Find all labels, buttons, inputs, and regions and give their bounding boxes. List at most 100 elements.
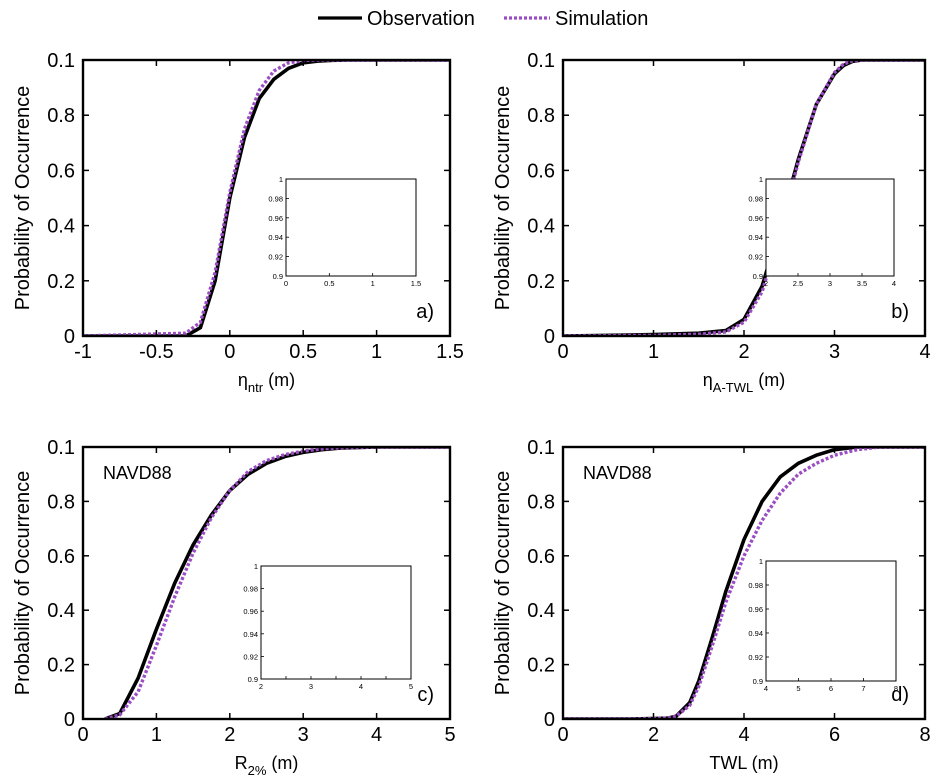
x-tick-label: 2 bbox=[648, 724, 659, 746]
panel-label: d) bbox=[891, 684, 909, 706]
x-tick-label: 1 bbox=[151, 724, 162, 746]
y-tick-label: 0.6 bbox=[527, 160, 555, 182]
inset-x-tick-label: 2.5 bbox=[793, 279, 803, 288]
chart-panel-1: -1 -0.5 0 0.5 1 1.5 0 0.2 0.4 0.6 0.8 0.1 Probabilit… bbox=[12, 50, 464, 395]
panel-label: b) bbox=[891, 301, 909, 323]
y-tick-label: 0.1 bbox=[47, 50, 75, 72]
inset-y-tick-label: 0.96 bbox=[748, 214, 763, 223]
inset-y-tick-label: 0.96 bbox=[243, 607, 258, 616]
x-tick-label: 0 bbox=[557, 341, 568, 363]
panel-label: c) bbox=[417, 684, 434, 706]
inset-chart: 0 0.5 1 1.5 0.9 0.92 0.94 0.96 0.98 1 bbox=[268, 175, 421, 288]
inset-x-tick-label: 2 bbox=[259, 682, 263, 691]
y-tick-label: 0.8 bbox=[527, 105, 555, 127]
x-tick-label: -1 bbox=[74, 341, 92, 363]
x-tick-label: 2 bbox=[224, 724, 235, 746]
inset-y-tick-label: 0.92 bbox=[243, 652, 258, 661]
inset-y-tick-label: 0.98 bbox=[243, 585, 258, 594]
inset-y-tick-label: 0.9 bbox=[273, 272, 283, 281]
x-tick-label: 0 bbox=[557, 724, 568, 746]
inset-x-tick-label: 2 bbox=[764, 279, 768, 288]
x-tick-label: 0 bbox=[77, 724, 88, 746]
y-tick-label: 0.2 bbox=[47, 271, 75, 293]
inset-x-tick-label: 4 bbox=[764, 684, 768, 693]
inset-frame bbox=[765, 178, 895, 277]
inset-y-tick-label: 0.96 bbox=[748, 605, 763, 614]
y-tick-label: 0.2 bbox=[527, 271, 555, 293]
inset-x-tick-label: 5 bbox=[409, 682, 413, 691]
y-tick-label: 0.4 bbox=[47, 600, 75, 622]
inset-y-tick-label: 0.98 bbox=[748, 581, 763, 590]
axes-frame bbox=[81, 58, 452, 338]
panels: -1 -0.5 0 0.5 1 1.5 0 0.2 0.4 0.6 0.8 0.1 Probabilit… bbox=[12, 50, 931, 778]
x-axis-label: TWL (m) bbox=[709, 753, 778, 773]
y-tick-label: 0.6 bbox=[47, 160, 75, 182]
x-tick-label: 4 bbox=[919, 341, 930, 363]
chart-panel-3: 0 1 2 3 4 5 0 0.2 0.4 0.6 0.8 0.1 Probability of Occ… bbox=[12, 437, 456, 778]
x-tick-label: 0.5 bbox=[289, 341, 317, 363]
y-tick-label: 0 bbox=[64, 709, 75, 731]
inset-frame bbox=[285, 178, 417, 277]
axes-frame bbox=[81, 445, 452, 721]
inset-y-tick-label: 0.9 bbox=[248, 675, 258, 684]
inset-y-tick-label: 0.98 bbox=[748, 194, 763, 203]
annotation-datum: NAVD88 bbox=[103, 463, 172, 483]
inset-y-tick-label: 0.98 bbox=[268, 194, 283, 203]
inset-x-tick-label: 3 bbox=[309, 682, 313, 691]
y-tick-label: 0.6 bbox=[527, 546, 555, 568]
x-tick-label: 2 bbox=[738, 341, 749, 363]
x-tick-label: 1.5 bbox=[436, 341, 464, 363]
x-tick-label: 6 bbox=[829, 724, 840, 746]
inset-x-tick-label: 8 bbox=[894, 684, 898, 693]
x-tick-label: 0 bbox=[224, 341, 235, 363]
inset-y-tick-label: 0.94 bbox=[268, 233, 283, 242]
chart-panel-4: 0 2 4 6 8 0 0.2 0.4 0.6 0.8 0.1 Probability of Occu… bbox=[492, 437, 931, 773]
inset-y-tick-label: 0.94 bbox=[748, 629, 763, 638]
x-tick-label: 1 bbox=[371, 341, 382, 363]
inset-x-tick-label: 4 bbox=[359, 682, 363, 691]
inset-x-tick-label: 3 bbox=[828, 279, 832, 288]
inset-y-tick-label: 0.9 bbox=[753, 272, 763, 281]
x-tick-label: 4 bbox=[371, 724, 382, 746]
inset-y-tick-label: 0.94 bbox=[748, 233, 763, 242]
x-tick-label: 3 bbox=[829, 341, 840, 363]
inset-y-tick-label: 0.92 bbox=[748, 653, 763, 662]
y-tick-label: 0.8 bbox=[47, 105, 75, 127]
inset-x-tick-label: 3.5 bbox=[857, 279, 867, 288]
y-tick-label: 0.1 bbox=[527, 50, 555, 72]
inset-y-tick-label: 0.94 bbox=[243, 630, 258, 639]
legend-label-simulation: Simulation bbox=[555, 8, 648, 30]
y-axis-label: Probability of Occurrence bbox=[12, 471, 34, 696]
inset-x-tick-label: 1 bbox=[371, 279, 375, 288]
inset-y-tick-label: 0.96 bbox=[268, 214, 283, 223]
inset-y-tick-label: 0.92 bbox=[748, 253, 763, 262]
x-tick-label: -0.5 bbox=[139, 341, 173, 363]
inset-y-tick-label: 1 bbox=[759, 557, 763, 566]
inset-x-tick-label: 5 bbox=[796, 684, 800, 693]
inset-x-tick-label: 7 bbox=[861, 684, 865, 693]
legend-label-observation: Observation bbox=[367, 8, 475, 30]
y-tick-label: 0.1 bbox=[47, 437, 75, 459]
x-axis-label: ηntr (m) bbox=[238, 370, 295, 395]
inset-y-tick-label: 1 bbox=[279, 175, 283, 184]
y-axis-label: Probability of Occurrence bbox=[492, 86, 514, 311]
inset-x-tick-label: 6 bbox=[829, 684, 833, 693]
annotation-datum: NAVD88 bbox=[583, 463, 652, 483]
y-tick-label: 0 bbox=[544, 709, 555, 731]
inset-frame bbox=[260, 565, 412, 680]
y-tick-label: 0.4 bbox=[527, 600, 555, 622]
series-line-simulation bbox=[104, 447, 450, 719]
x-tick-label: 3 bbox=[298, 724, 309, 746]
inset-y-tick-label: 0.92 bbox=[268, 253, 283, 262]
y-tick-label: 0 bbox=[64, 326, 75, 348]
inset-chart: 2 2.5 3 3.5 4 0.9 0.92 0.94 0.96 0.98 1 bbox=[748, 175, 896, 288]
series-line-observation bbox=[563, 447, 925, 719]
inset-y-tick-label: 1 bbox=[254, 562, 258, 571]
x-tick-label: 5 bbox=[444, 724, 455, 746]
y-tick-label: 0 bbox=[544, 326, 555, 348]
legend: Observation Simulation bbox=[318, 8, 648, 30]
y-tick-label: 0.6 bbox=[47, 546, 75, 568]
panel-label: a) bbox=[416, 301, 434, 323]
inset-x-tick-label: 0 bbox=[284, 279, 288, 288]
